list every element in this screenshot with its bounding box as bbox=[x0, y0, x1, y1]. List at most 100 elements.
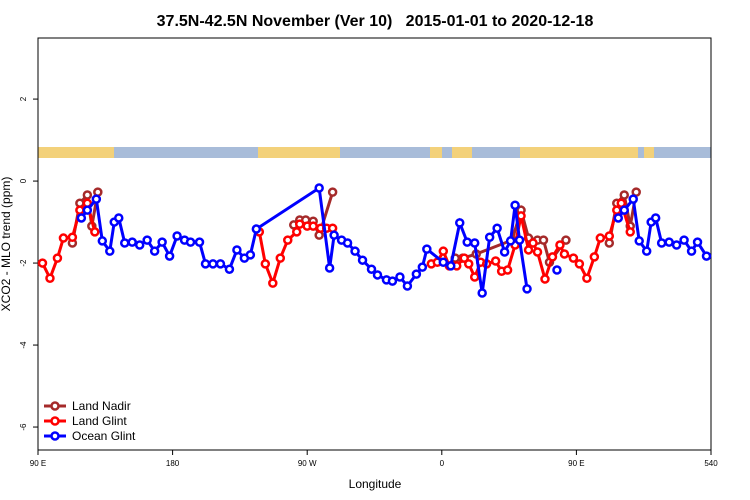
data-point bbox=[422, 244, 432, 254]
data-point bbox=[459, 253, 469, 263]
legend-label: Land Glint bbox=[72, 414, 127, 428]
data-point bbox=[568, 253, 579, 263]
data-point bbox=[490, 256, 501, 266]
data-point bbox=[514, 235, 525, 245]
data-point bbox=[245, 250, 256, 260]
x-tick-label: 0 bbox=[440, 459, 445, 468]
data-point bbox=[613, 213, 624, 223]
data-point bbox=[127, 237, 137, 247]
data-point bbox=[149, 246, 160, 256]
data-point bbox=[185, 237, 196, 247]
y-tick-label: 0 bbox=[19, 178, 28, 183]
plot-frame bbox=[37, 37, 712, 451]
data-point bbox=[308, 221, 318, 231]
data-point bbox=[552, 265, 562, 275]
data-point bbox=[366, 264, 377, 274]
data-point bbox=[555, 240, 565, 250]
data-point bbox=[172, 231, 182, 241]
data-point bbox=[701, 251, 712, 261]
data-point bbox=[76, 213, 87, 223]
data-point bbox=[75, 205, 85, 215]
data-point bbox=[604, 231, 615, 241]
data-point bbox=[628, 194, 638, 204]
data-point bbox=[291, 227, 302, 237]
data-point bbox=[502, 265, 513, 275]
data-point bbox=[650, 213, 661, 223]
data-point bbox=[417, 262, 428, 272]
y-tick-label: -4 bbox=[19, 341, 28, 349]
data-point bbox=[134, 240, 145, 250]
data-point bbox=[194, 237, 205, 247]
data-point bbox=[411, 269, 422, 279]
data-point bbox=[438, 246, 449, 256]
data-point bbox=[97, 236, 108, 246]
data-point bbox=[251, 224, 262, 234]
data-point bbox=[232, 245, 242, 255]
data-point bbox=[664, 237, 674, 247]
data-point bbox=[294, 219, 305, 229]
data-point bbox=[224, 264, 235, 274]
data-point bbox=[540, 274, 550, 284]
data-point bbox=[357, 255, 368, 265]
data-point bbox=[634, 236, 644, 246]
land-strip bbox=[38, 147, 711, 158]
data-point bbox=[45, 273, 55, 283]
data-point bbox=[82, 190, 93, 200]
y-tick-label: -2 bbox=[19, 259, 28, 267]
legend-label: Land Nadir bbox=[72, 399, 131, 413]
x-tick-label: 540 bbox=[704, 459, 718, 468]
data-point bbox=[619, 190, 630, 200]
data-point bbox=[612, 205, 622, 215]
data-point bbox=[82, 205, 93, 215]
data-point bbox=[625, 227, 635, 237]
data-point bbox=[215, 259, 226, 269]
data-point bbox=[547, 252, 558, 262]
x-axis-label: Longitude bbox=[349, 477, 402, 491]
data-point bbox=[37, 258, 48, 268]
data-point bbox=[619, 205, 630, 215]
data-point bbox=[275, 253, 286, 263]
data-point bbox=[462, 237, 472, 247]
data-point bbox=[327, 187, 338, 197]
data-point bbox=[656, 238, 667, 248]
data-point bbox=[469, 272, 480, 282]
y-tick-label: -6 bbox=[19, 423, 28, 431]
data-point bbox=[538, 235, 549, 245]
data-point bbox=[692, 237, 703, 247]
data-point bbox=[463, 259, 474, 269]
legend-marker bbox=[50, 401, 60, 411]
data-point bbox=[329, 230, 339, 240]
data-point bbox=[528, 238, 538, 248]
legend-marker bbox=[50, 431, 60, 441]
x-tick-label: 90 W bbox=[298, 459, 317, 468]
legend-marker bbox=[50, 416, 60, 426]
data-point bbox=[454, 218, 465, 228]
data-point bbox=[342, 238, 353, 248]
data-point bbox=[522, 284, 532, 294]
data-point bbox=[157, 237, 167, 247]
data-point bbox=[208, 259, 218, 269]
data-point bbox=[142, 235, 152, 245]
data-point bbox=[105, 246, 115, 256]
data-point bbox=[91, 194, 102, 204]
data-point bbox=[589, 252, 600, 262]
data-point bbox=[484, 232, 495, 242]
y-tick-label: 2 bbox=[19, 96, 28, 101]
data-point bbox=[438, 257, 449, 267]
chart-title: 37.5N-42.5N November (Ver 10) 2015-01-01… bbox=[157, 13, 594, 30]
x-tick-label: 180 bbox=[166, 459, 180, 468]
data-point bbox=[469, 238, 480, 248]
data-point bbox=[314, 183, 324, 193]
x-tick-label: 90 E bbox=[30, 459, 46, 468]
data-point bbox=[90, 227, 100, 237]
data-point bbox=[58, 233, 69, 243]
data-point bbox=[582, 273, 592, 283]
data-point bbox=[686, 246, 697, 256]
data-point bbox=[372, 270, 383, 280]
data-point bbox=[532, 247, 543, 257]
data-point bbox=[268, 278, 278, 288]
data-point bbox=[559, 249, 570, 259]
data-point bbox=[395, 272, 405, 282]
data-point bbox=[200, 259, 211, 269]
